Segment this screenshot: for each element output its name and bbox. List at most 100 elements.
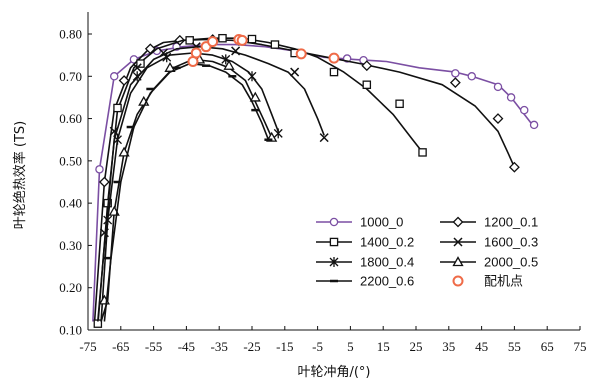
legend-item: 1600_0.3 <box>440 235 538 250</box>
data-point <box>247 34 257 44</box>
data-point <box>231 46 241 56</box>
legend-item: 1800_0.4 <box>316 255 414 270</box>
legend-item: 1400_0.2 <box>316 235 414 250</box>
x-tick-label: 55 <box>508 339 521 354</box>
legend-item: 2200_0.6 <box>316 274 414 289</box>
data-point <box>273 128 283 139</box>
data-point <box>109 126 119 136</box>
y-tick-label: 0.50 <box>59 153 82 168</box>
legend-item: 配机点 <box>452 274 523 289</box>
data-point <box>361 60 373 72</box>
data-point <box>519 105 529 115</box>
data-point <box>467 72 477 81</box>
x-tick-label: 5 <box>347 339 354 354</box>
legend-swatch-marker <box>452 256 464 267</box>
data-point <box>508 161 520 173</box>
legend-swatch-marker <box>329 257 339 267</box>
legend-label: 配机点 <box>484 274 523 289</box>
series-1000_0 <box>92 42 539 322</box>
data-point <box>185 36 194 45</box>
x-tick-label: 25 <box>410 339 423 354</box>
y-tick-label: 0.70 <box>59 69 82 84</box>
legend-item: 1200_0.1 <box>440 215 538 230</box>
data-point <box>493 82 503 92</box>
legend-item: 1000_0 <box>316 215 403 230</box>
x-tick-label: 65 <box>541 339 554 354</box>
data-point <box>98 176 110 188</box>
x-tick-label: 75 <box>574 339 587 354</box>
y-tick-label: 0.60 <box>59 111 82 126</box>
data-point <box>190 47 202 59</box>
data-point <box>492 113 504 124</box>
y-axis-title: 叶轮绝热效率 (TS) <box>12 121 28 229</box>
y-tick-label: 0.30 <box>59 238 82 253</box>
legend-label: 1600_0.3 <box>484 235 538 250</box>
series-line <box>97 45 325 322</box>
data-point <box>329 67 339 77</box>
x-tick-label: -45 <box>178 339 195 354</box>
y-tick-label: 0.40 <box>59 196 82 211</box>
x-axis-title: 叶轮冲角/(°) <box>297 365 370 380</box>
legend-label: 1000_0 <box>360 215 403 230</box>
series-配机点 <box>187 33 340 67</box>
data-point <box>132 71 142 82</box>
legend-swatch-marker <box>452 216 464 228</box>
data-point <box>249 91 261 102</box>
data-point <box>295 48 307 60</box>
x-tick-label: -65 <box>112 339 129 354</box>
data-point <box>529 120 539 130</box>
legend-label: 2000_0.5 <box>484 255 538 270</box>
data-point <box>113 134 122 145</box>
legend-label: 2200_0.6 <box>360 274 414 289</box>
data-point <box>132 63 142 73</box>
data-point <box>103 215 113 226</box>
legend-swatch-marker <box>329 217 339 227</box>
series-1600_0.3 <box>97 42 329 322</box>
data-point <box>236 34 248 46</box>
legend: 1000_0 1200_0.1 1400_0.2 1600_0.3 1800_0.4 20… <box>316 215 538 289</box>
data-point <box>118 75 130 86</box>
y-tick-label: 0.20 <box>59 280 82 295</box>
data-point <box>118 146 130 157</box>
axes <box>87 12 580 331</box>
data-point <box>113 103 122 113</box>
series-line <box>103 62 270 322</box>
x-tick-label: -25 <box>243 339 260 354</box>
data-point <box>247 71 257 82</box>
data-point <box>109 72 119 81</box>
data-point <box>223 59 235 70</box>
x-tick-label: 45 <box>475 339 488 354</box>
x-tick-label: -5 <box>312 339 323 354</box>
legend-label: 1800_0.4 <box>360 255 414 270</box>
y-tick-label: 0.10 <box>59 323 82 338</box>
legend-swatch-marker <box>329 237 339 247</box>
series-line <box>92 43 538 322</box>
data-point <box>218 33 227 43</box>
legend-swatch-marker <box>453 237 463 247</box>
data-point <box>395 99 404 109</box>
data-point <box>451 69 460 78</box>
legend-swatch-marker <box>452 275 464 287</box>
data-point <box>207 36 219 48</box>
series-2200_0.6 <box>103 62 273 322</box>
plot-area <box>92 33 539 328</box>
data-point <box>95 165 104 174</box>
series-line <box>93 38 516 322</box>
data-point <box>319 133 329 143</box>
legend-label: 1200_0.1 <box>484 215 538 230</box>
data-point <box>506 93 516 102</box>
x-tick-label: -55 <box>145 339 162 354</box>
data-point <box>270 40 280 49</box>
data-point <box>449 77 461 89</box>
ticks: -75 -65 -55 -45 -35 -25 -15 -5 5 15 25 35 45 55 65 750.… <box>59 27 586 355</box>
x-tick-label: -35 <box>211 339 228 354</box>
x-tick-label: 35 <box>442 339 455 354</box>
x-tick-label: -15 <box>276 339 293 354</box>
series-1800_0.4 <box>100 48 283 322</box>
data-point <box>362 80 372 89</box>
y-tick-label: 0.80 <box>59 27 82 42</box>
x-tick-label: 15 <box>377 339 390 354</box>
data-point <box>418 148 427 157</box>
x-tick-label: -75 <box>79 339 96 354</box>
